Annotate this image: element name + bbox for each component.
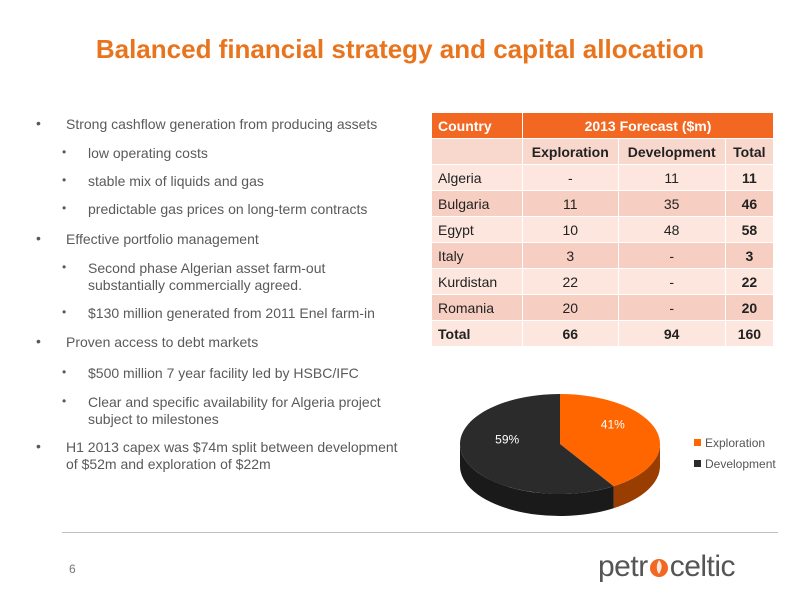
cell-country: Bulgaria: [431, 190, 523, 217]
cell-total: 22: [724, 268, 775, 295]
cell-total: 20: [724, 294, 775, 321]
cell-development: 48: [617, 216, 726, 243]
cell-total-total: 160: [724, 320, 775, 347]
legend-swatch: [694, 460, 701, 467]
forecast-table: Country 2013 Forecast ($m) Exploration D…: [431, 112, 775, 347]
cell-total-exploration: 66: [522, 320, 619, 347]
bullet-item: • Strong cashflow generation from produci…: [36, 115, 378, 132]
header-forecast: 2013 Forecast ($m): [522, 112, 774, 139]
bullet-dot-icon: •: [36, 230, 41, 246]
bullet-item: • Second phase Algerian asset farm-out su…: [62, 260, 326, 293]
cell-exploration: 20: [522, 294, 619, 321]
pie-slice-exploration: [560, 394, 660, 487]
logo-flame-icon: [649, 559, 668, 577]
bullet-item: • $130 million generated from 2011 Enel f…: [62, 305, 375, 321]
table-row: Kurdistan 22 - 22: [431, 268, 775, 295]
bullet-dot-icon: •: [62, 394, 67, 408]
subheader-development: Development: [617, 138, 726, 165]
table-row: Egypt 10 48 58: [431, 216, 775, 243]
bullet-item: • Clear and specific availability for Alg…: [62, 394, 381, 427]
bullet-item: • H1 2013 capex was $74m split between de…: [36, 438, 398, 472]
bullet-dot-icon: •: [62, 173, 67, 187]
cell-development: 35: [617, 190, 726, 217]
pie-label-development: 59%: [495, 433, 519, 447]
cell-exploration: -: [522, 164, 619, 191]
cell-total: 3: [724, 242, 775, 269]
bullet-item: • predictable gas prices on long-term con…: [62, 201, 368, 217]
bullet-dot-icon: •: [62, 201, 67, 215]
pie-side-development: [460, 444, 614, 516]
table-row: Italy 3 - 3: [431, 242, 775, 269]
cell-exploration: 3: [522, 242, 619, 269]
cell-development: 11: [617, 164, 726, 191]
bullet-item: • Effective portfolio management: [36, 230, 259, 247]
cell-country: Egypt: [431, 216, 523, 243]
bullet-item: • stable mix of liquids and gas: [62, 173, 264, 189]
chart-legend: Exploration Development: [694, 432, 776, 474]
company-logo: petr celtic: [598, 550, 736, 583]
cell-exploration: 10: [522, 216, 619, 243]
bullet-dot-icon: •: [36, 438, 41, 454]
bullet-dot-icon: •: [62, 260, 67, 274]
pie-slice-development: [459, 394, 614, 494]
subheader-total: Total: [724, 138, 775, 165]
cell-development: -: [617, 268, 726, 295]
pie-chart: 41% 59%: [459, 394, 660, 516]
cell-country: Algeria: [431, 164, 523, 191]
cell-total-label: Total: [431, 320, 523, 347]
cell-development: -: [617, 242, 726, 269]
cell-total: 46: [724, 190, 775, 217]
cell-country: Romania: [431, 294, 523, 321]
legend-swatch: [694, 439, 701, 446]
page-number: 6: [69, 562, 76, 576]
bullet-item: • Proven access to debt markets: [36, 333, 259, 350]
bullet-dot-icon: •: [62, 305, 67, 319]
cell-country: Italy: [431, 242, 523, 269]
footer-divider: [62, 532, 778, 533]
cell-total-development: 94: [617, 320, 726, 347]
cell-total: 58: [724, 216, 775, 243]
bullet-item: • $500 million 7 year facility led by HSB…: [62, 365, 359, 381]
cell-exploration: 22: [522, 268, 619, 295]
cell-country: Kurdistan: [431, 268, 523, 295]
pie-side-exploration: [613, 444, 660, 509]
bullet-dot-icon: •: [62, 365, 67, 379]
slide-title: Balanced financial strategy and capital …: [95, 34, 705, 64]
cell-exploration: 11: [522, 190, 619, 217]
table-row: Algeria - 11 11: [431, 164, 775, 191]
pie-label-exploration: 41%: [601, 417, 625, 431]
table-row: Romania 20 - 20: [431, 294, 775, 321]
table-subheader-row: Exploration Development Total: [431, 138, 775, 165]
subheader-exploration: Exploration: [522, 138, 619, 165]
table-row: Bulgaria 11 35 46: [431, 190, 775, 217]
legend-item-exploration: Exploration: [694, 432, 776, 453]
bullet-dot-icon: •: [36, 115, 41, 131]
table-total-row: Total 66 94 160: [431, 320, 775, 347]
legend-item-development: Development: [694, 453, 776, 474]
table-header-row: Country 2013 Forecast ($m): [431, 112, 774, 139]
bullet-item: • low operating costs: [62, 145, 208, 161]
cell-total: 11: [724, 164, 775, 191]
bullet-dot-icon: •: [36, 333, 41, 349]
header-country: Country: [431, 112, 523, 139]
bullet-dot-icon: •: [62, 145, 67, 159]
cell-development: -: [617, 294, 726, 321]
